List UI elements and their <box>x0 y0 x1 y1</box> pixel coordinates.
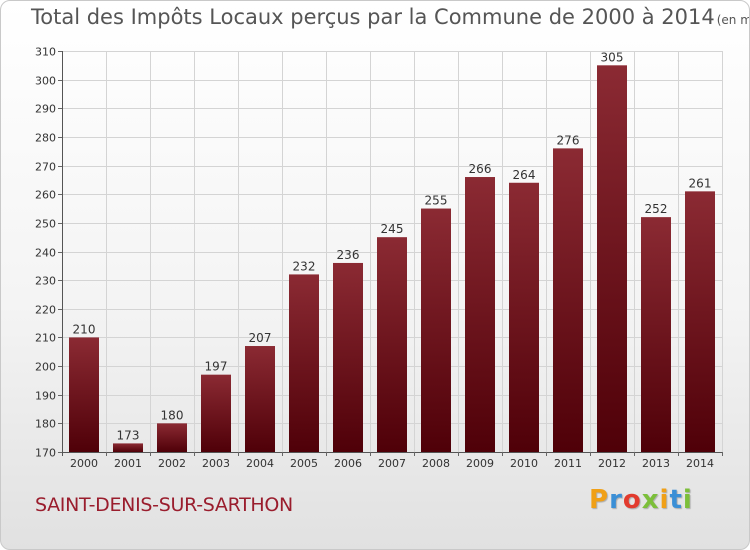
x-tick-label: 2009 <box>466 457 494 470</box>
value-label: 264 <box>513 168 536 182</box>
y-tick-label: 210 <box>35 332 56 345</box>
chart-title-text: Total des Impôts Locaux perçus par la Co… <box>31 5 715 29</box>
chart-title: Total des Impôts Locaux perçus par la Co… <box>31 5 749 29</box>
logo-letter: t <box>669 485 683 515</box>
value-label: 245 <box>381 222 404 236</box>
y-tick-label: 180 <box>35 418 56 431</box>
y-tick-label: 260 <box>35 189 56 202</box>
logo-letter: o <box>622 485 642 515</box>
y-tick-label: 290 <box>35 103 56 116</box>
x-tick-label: 2010 <box>510 457 538 470</box>
bar-2010 <box>509 182 539 452</box>
chart-unit: (en milliers d'€) <box>716 13 749 27</box>
x-tick-label: 2005 <box>290 457 318 470</box>
bar-2007 <box>377 237 407 452</box>
y-tick-label: 250 <box>35 218 56 231</box>
x-tick-label: 2012 <box>598 457 626 470</box>
y-tick-label: 240 <box>35 247 56 260</box>
axes: 170 180 190 200 210 220 230 240 250 260 270 280 290 3… <box>35 46 723 460</box>
bar-2004 <box>245 346 275 452</box>
y-tick-label: 170 <box>35 447 56 460</box>
value-label: 305 <box>601 50 624 64</box>
value-label: 173 <box>117 428 140 442</box>
value-label: 261 <box>689 176 712 190</box>
x-tick-label: 2008 <box>422 457 450 470</box>
logo-letter: i <box>682 485 693 515</box>
value-label: 252 <box>645 202 668 216</box>
y-tick-label: 200 <box>35 361 56 374</box>
logo-letter: r <box>609 485 623 515</box>
x-tick-label: 2011 <box>554 457 582 470</box>
bar-2009 <box>465 177 495 452</box>
value-label: 210 <box>73 322 96 336</box>
value-label: 207 <box>249 331 272 345</box>
value-label: 180 <box>161 408 184 422</box>
y-tick-label: 190 <box>35 390 56 403</box>
x-tick-label: 2001 <box>114 457 142 470</box>
bars <box>69 65 715 453</box>
x-tick-label: 2003 <box>202 457 230 470</box>
bar-2002 <box>157 423 187 452</box>
bar-2014 <box>685 191 715 452</box>
bar-2006 <box>333 262 363 452</box>
proxiti-logo[interactable]: Proxiti <box>589 485 693 515</box>
x-tick-label: 2002 <box>158 457 186 470</box>
value-label: 276 <box>557 133 580 147</box>
bar-2003 <box>201 374 231 452</box>
y-tick-label: 220 <box>35 304 56 317</box>
x-tick-label: 2006 <box>334 457 362 470</box>
value-label: 232 <box>293 259 316 273</box>
value-label: 266 <box>469 162 492 176</box>
logo-letter: i <box>659 485 670 515</box>
value-label: 236 <box>337 248 360 262</box>
x-tick-label: 2004 <box>246 457 274 470</box>
y-tick-label: 280 <box>35 132 56 145</box>
bar-2011 <box>553 148 583 452</box>
y-tick-label: 310 <box>35 46 56 59</box>
y-tick-label: 230 <box>35 275 56 288</box>
x-tick-label: 2000 <box>70 457 98 470</box>
bar-2005 <box>289 274 319 452</box>
x-tick-label: 2007 <box>378 457 406 470</box>
x-tick-label: 2014 <box>686 457 714 470</box>
commune-name: SAINT-DENIS-SUR-SARTHON <box>35 494 293 516</box>
bar-2013 <box>641 217 671 452</box>
labels: 210 2000 173 2001 180 2002 197 2003 207 2004 232 20… <box>70 50 714 470</box>
bar-2008 <box>421 208 451 452</box>
bar-2000 <box>69 337 99 452</box>
y-tick-label: 270 <box>35 161 56 174</box>
bar-2001 <box>113 443 143 452</box>
y-tick-label: 300 <box>35 75 56 88</box>
x-tick-label: 2013 <box>642 457 670 470</box>
logo-letter: x <box>641 485 660 515</box>
logo-letter: P <box>589 485 610 515</box>
value-label: 255 <box>425 194 448 208</box>
value-label: 197 <box>205 360 228 374</box>
bar-2012 <box>597 65 627 453</box>
